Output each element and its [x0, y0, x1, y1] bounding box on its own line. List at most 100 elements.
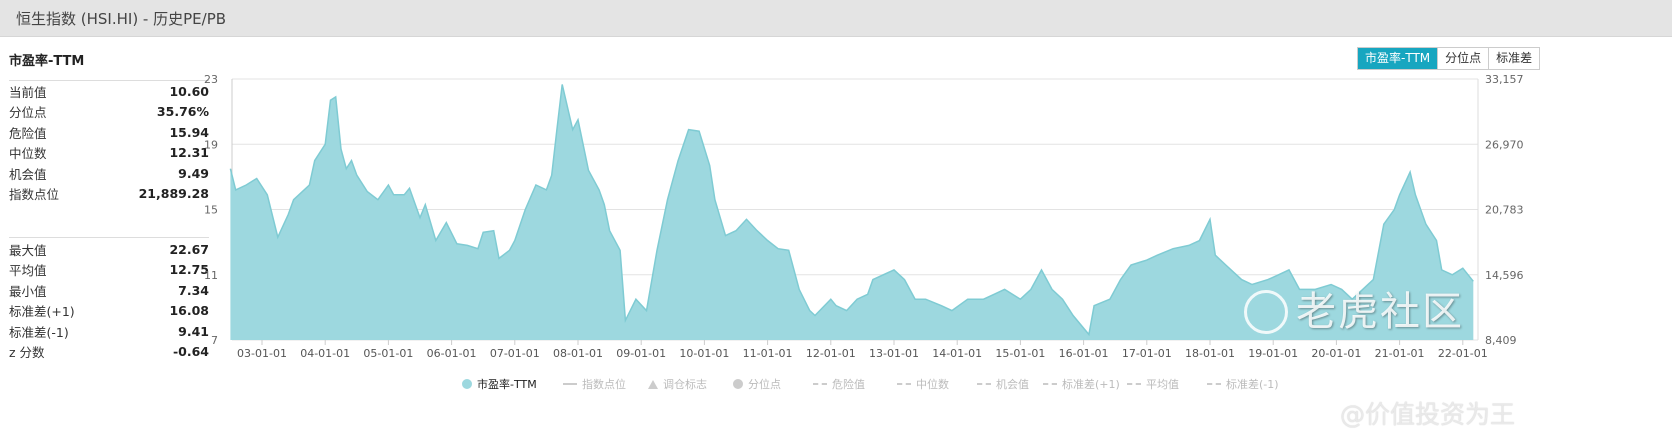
watermark-brand: 老虎社区: [1296, 289, 1464, 335]
legend-item[interactable]: 指数点位: [563, 376, 626, 392]
metric-toggle-group: 市盈率-TTM 分位点 标准差: [1357, 47, 1541, 70]
stat-value: -0.64: [172, 344, 209, 360]
stat-value: 7.34: [178, 282, 209, 298]
x-tick-label: 04-01-01: [300, 347, 350, 360]
legend-label: 标准差(-1): [1226, 378, 1279, 391]
stat-label: z 分数: [9, 345, 45, 361]
stat-value: 16.08: [169, 303, 209, 319]
x-tick-label: 03-01-01: [237, 347, 287, 360]
stat-row: 标准差(+1) 16.08: [9, 301, 209, 322]
x-tick-label: 08-01-01: [553, 347, 603, 360]
metric-button[interactable]: 标准差: [1488, 48, 1539, 69]
divider: [9, 237, 209, 238]
stat-row: 指数点位 21,889.28: [9, 184, 209, 205]
stat-row: z 分数 -0.64: [9, 342, 209, 363]
x-tick-label: 10-01-01: [679, 347, 729, 360]
legend-label: 机会值: [996, 378, 1029, 391]
x-tick-label: 22-01-01: [1438, 347, 1488, 360]
x-tick-label: 20-01-01: [1311, 347, 1361, 360]
legend-item[interactable]: 机会值: [977, 376, 1029, 392]
page-header: 恒生指数 (HSI.HI) - 历史PE/PB: [0, 0, 1672, 37]
watermark-logo: [1244, 290, 1288, 334]
legend-label: 调仓标志: [663, 378, 707, 391]
x-tick-label: 15-01-01: [995, 347, 1045, 360]
y2-tick-label: 26,970: [1485, 138, 1524, 151]
legend-item[interactable]: 调仓标志: [648, 376, 707, 392]
stat-value: 10.60: [169, 83, 209, 99]
y-tick-label: 23: [204, 73, 218, 86]
stat-label: 分位点: [9, 105, 47, 121]
stat-label: 危险值: [9, 125, 47, 141]
stat-value: 9.49: [178, 165, 209, 181]
legend-item[interactable]: 危险值: [813, 376, 865, 392]
legend-marker-triangle-icon: [648, 379, 658, 389]
legend-item[interactable]: 市盈率-TTM: [462, 376, 537, 392]
legend-marker-dash-icon: [1127, 383, 1141, 385]
stat-value: 12.31: [169, 145, 209, 161]
legend-item[interactable]: 平均值: [1127, 376, 1179, 392]
stat-row: 分位点 35.76%: [9, 102, 209, 123]
y2-tick-label: 33,157: [1485, 73, 1524, 86]
stat-label: 机会值: [9, 166, 47, 182]
stat-row: 中位数 12.31: [9, 143, 209, 164]
stat-row: 最大值 22.67: [9, 239, 209, 260]
legend-item[interactable]: 标准差(-1): [1207, 376, 1279, 392]
x-tick-label: 05-01-01: [363, 347, 413, 360]
series-line: [229, 84, 1474, 337]
chart-legend: 市盈率-TTM 指数点位 调仓标志 分位点 危险值 中位数 机会值 标准差(+1) 平均值 标准差…: [0, 376, 1672, 392]
legend-label: 分位点: [748, 378, 781, 391]
legend-item[interactable]: 中位数: [897, 376, 949, 392]
stat-row: 危险值 15.94: [9, 122, 209, 143]
y-tick-label: 15: [204, 204, 218, 217]
watermark-author: @价值投资为王: [1340, 400, 1516, 429]
stat-label: 最大值: [9, 242, 47, 258]
stat-label: 当前值: [9, 84, 47, 100]
x-tick-label: 12-01-01: [806, 347, 856, 360]
legend-label: 平均值: [1146, 378, 1179, 391]
legend-label: 中位数: [916, 378, 949, 391]
legend-item[interactable]: 分位点: [733, 376, 781, 392]
legend-item[interactable]: 标准差(+1): [1043, 376, 1120, 392]
x-tick-label: 11-01-01: [743, 347, 793, 360]
stat-label: 平均值: [9, 263, 47, 279]
stat-label: 标准差(-1): [9, 324, 69, 340]
stat-row: 机会值 9.49: [9, 163, 209, 184]
divider: [9, 80, 209, 81]
x-tick-label: 07-01-01: [490, 347, 540, 360]
stat-label: 标准差(+1): [9, 304, 75, 320]
x-tick-label: 17-01-01: [1122, 347, 1172, 360]
x-tick-label: 16-01-01: [1059, 347, 1109, 360]
y2-tick-label: 14,596: [1485, 269, 1524, 282]
stats-summary: 当前值 10.60 分位点 35.76% 危险值 15.94 中位数 12.31 机会值 9.49…: [9, 81, 209, 204]
y-tick-label: 11: [204, 269, 218, 282]
legend-marker-circle-icon: [462, 379, 472, 389]
stat-value: 22.67: [169, 241, 209, 257]
legend-label: 标准差(+1): [1062, 378, 1120, 391]
legend-marker-line-icon: [563, 383, 577, 385]
y-tick-label: 19: [204, 138, 218, 151]
metric-title: 市盈率-TTM: [9, 54, 85, 69]
x-tick-label: 06-01-01: [427, 347, 477, 360]
stat-row: 标准差(-1) 9.41: [9, 321, 209, 342]
metric-button[interactable]: 市盈率-TTM: [1358, 48, 1438, 69]
x-tick-label: 09-01-01: [616, 347, 666, 360]
x-tick-label: 18-01-01: [1185, 347, 1235, 360]
stat-label: 指数点位: [9, 187, 60, 203]
stat-value: 35.76%: [156, 104, 209, 120]
legend-marker-dash-icon: [813, 383, 827, 385]
legend-label: 危险值: [832, 378, 865, 391]
stat-row: 平均值 12.75: [9, 260, 209, 281]
stat-value: 12.75: [169, 262, 209, 278]
stats-distribution: 最大值 22.67 平均值 12.75 最小值 7.34 标准差(+1) 16.08 标准差(-…: [9, 239, 209, 362]
metric-button[interactable]: 分位点: [1437, 48, 1488, 69]
stat-row: 当前值 10.60: [9, 81, 209, 102]
legend-marker-dash-icon: [977, 383, 991, 385]
legend-marker-dash-icon: [897, 383, 911, 385]
x-tick-label: 19-01-01: [1248, 347, 1298, 360]
x-tick-label: 21-01-01: [1375, 347, 1425, 360]
legend-label: 市盈率-TTM: [477, 378, 537, 391]
legend-label: 指数点位: [582, 378, 626, 391]
x-tick-label: 14-01-01: [932, 347, 982, 360]
stat-row: 最小值 7.34: [9, 280, 209, 301]
